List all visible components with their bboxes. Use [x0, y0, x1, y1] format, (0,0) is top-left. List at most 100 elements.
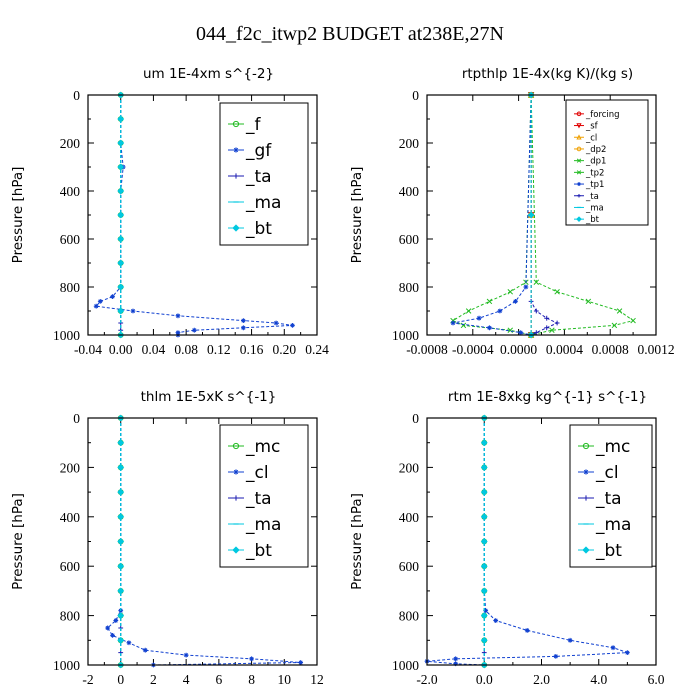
data-point [616, 308, 623, 314]
data-point [518, 330, 524, 335]
series-line-cl [106, 418, 301, 666]
data-point [524, 628, 530, 633]
data-point [117, 463, 125, 471]
x-tick-label: -0.0008 [406, 342, 448, 357]
x-tick-label: 0.00 [109, 342, 133, 357]
y-tick-label: 0 [73, 411, 80, 426]
y-tick-label: 400 [60, 510, 81, 525]
x-tick-label: 4 [183, 672, 190, 687]
data-point [117, 488, 125, 496]
data-point [480, 488, 488, 496]
data-point [554, 320, 560, 326]
panel-title: um 1E-4xm s^{-2} [143, 66, 274, 82]
x-tick-label: 0.08 [174, 342, 198, 357]
x-tick-label: 6.0 [648, 672, 665, 687]
data-point [290, 323, 295, 328]
data-point [130, 308, 136, 314]
y-tick-label: 800 [399, 609, 420, 624]
data-point [117, 612, 125, 620]
legend-label: _ta [245, 167, 272, 187]
data-point [523, 284, 529, 290]
plot-frame [87, 417, 318, 666]
legend-marker [232, 546, 240, 554]
legend-marker [582, 546, 590, 554]
x-tick-label: 6 [215, 672, 222, 687]
y-axis-label: Pressure [hPa] [10, 167, 26, 264]
data-point [175, 313, 181, 319]
data-point [117, 538, 125, 545]
y-tick-label: 200 [399, 460, 420, 475]
y-axis-label: Pressure [hPa] [10, 493, 26, 590]
x-tick-label: 8 [248, 672, 255, 687]
figure-title: 044_f2c_itwp2 BUDGET at238E,27N [196, 23, 504, 45]
legend-marker [232, 224, 240, 232]
data-point [183, 652, 189, 658]
legend-marker [576, 134, 582, 140]
legend-label: _cl [245, 463, 269, 483]
y-tick-label: 1000 [392, 658, 419, 673]
data-point [273, 320, 279, 326]
legend-label: _bt [245, 219, 272, 239]
data-point [480, 513, 488, 521]
data-point [624, 650, 630, 656]
x-tick-label: -2.0 [416, 672, 438, 687]
data-point [567, 637, 573, 643]
legend-marker [583, 495, 589, 501]
y-tick-label: 600 [60, 559, 81, 574]
data-point [142, 647, 148, 653]
data-point [497, 308, 503, 314]
x-tick-label: -2 [82, 672, 93, 687]
chart-panel-2: rtpthlp 1E-4x(kg K)/(kg s) Pressure [hPa]… [349, 66, 675, 357]
data-point [610, 645, 616, 651]
y-tick-label: 800 [60, 280, 81, 295]
x-tick-label: 0.04 [142, 342, 166, 357]
legend-marker [233, 469, 239, 475]
legend-label: _ta [585, 192, 599, 202]
plot-frame [426, 417, 657, 666]
data-point [480, 439, 488, 447]
legend-label: _sf [585, 122, 599, 132]
legend-marker [232, 120, 240, 128]
x-tick-label: 12 [310, 672, 324, 687]
legend-label: _dp1 [585, 157, 606, 167]
data-point [533, 330, 539, 335]
data-point [527, 211, 535, 219]
x-tick-label: 0.24 [305, 342, 329, 357]
x-tick-label: 2 [150, 672, 157, 687]
legend-marker [233, 173, 239, 179]
series-line-ta [530, 95, 559, 336]
data-point [453, 661, 459, 667]
data-point [117, 139, 125, 147]
data-point [105, 625, 111, 631]
data-point [480, 587, 488, 595]
data-point [487, 325, 492, 331]
data-point [476, 315, 482, 321]
data-point [117, 283, 125, 291]
x-tick-label: 0.0000 [500, 342, 537, 357]
x-tick-label: 0 [117, 672, 124, 687]
legend-label: _ma [245, 515, 281, 535]
data-point [240, 318, 246, 323]
legend-label: _gf [245, 141, 272, 161]
data-point [507, 289, 514, 295]
legend-label: _ta [245, 489, 272, 509]
y-tick-label: 800 [60, 609, 81, 624]
legend-marker [576, 123, 582, 129]
x-tick-label: 4.0 [590, 672, 607, 687]
y-tick-label: 200 [60, 460, 81, 475]
x-tick-label: 0.0012 [637, 342, 674, 357]
data-point [533, 279, 540, 285]
legend-label: _ma [245, 193, 281, 213]
legend-label: _mc [595, 437, 630, 457]
y-tick-label: 0 [412, 88, 419, 103]
chart-panel-3: thlm 1E-5xK s^{-1} Pressure [hPa] -2 0 2 4 6 8 1… [10, 389, 324, 687]
legend-label: _mc [245, 437, 280, 457]
data-point [544, 325, 550, 331]
legend: _mc _cl _ta _ma _bt [219, 424, 309, 568]
x-tick-label: -0.0004 [452, 342, 494, 357]
data-point [507, 327, 514, 333]
data-point [249, 656, 254, 662]
legend: _forcing _sf_cl _dp2 _dp1_tp2 _tp1 _ta_ma _bt [565, 99, 649, 226]
legend-label: _forcing [585, 110, 620, 120]
series-line-tp1 [452, 94, 532, 336]
